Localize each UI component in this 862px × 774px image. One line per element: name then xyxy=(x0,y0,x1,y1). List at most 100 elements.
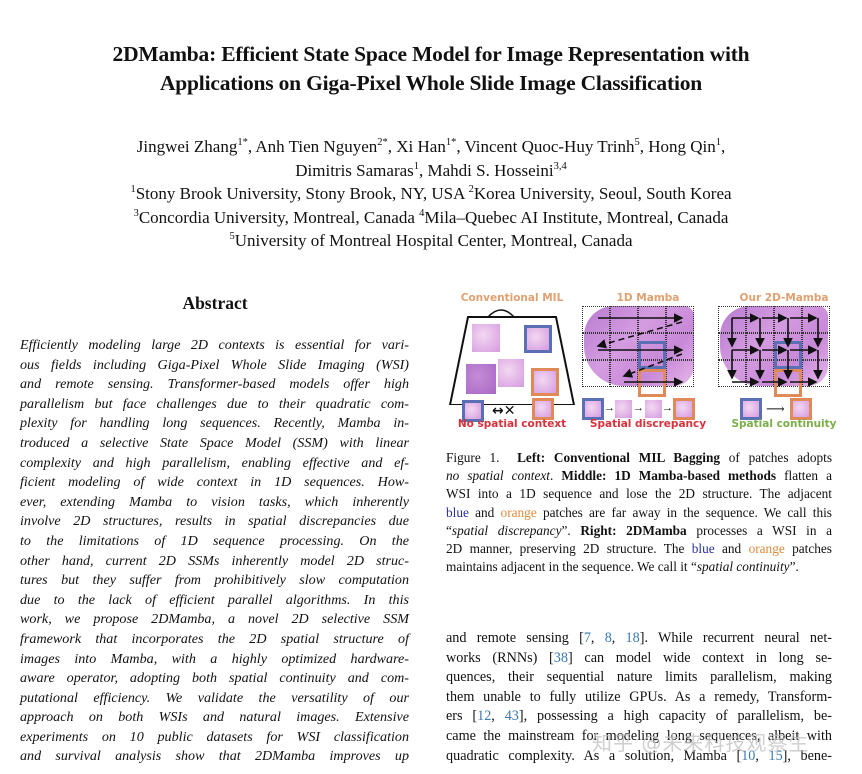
citation-link[interactable]: 38 xyxy=(553,649,568,666)
caption-text: of patches adopts xyxy=(719,450,833,465)
body-line: came the mainstream for modeling long se… xyxy=(446,727,832,744)
abstract-line: involve 2D structures, results in spatia… xyxy=(20,513,409,530)
affiliation-sup: 2 xyxy=(377,137,383,148)
caption-text: and xyxy=(468,504,501,520)
caption-line: “spatial discrepancy”. Right: 2DMamba pr… xyxy=(446,522,832,540)
affiliation: Korea University, Seoul, South Korea xyxy=(473,184,732,203)
abstract-line: tures but they suffer from prohibitively… xyxy=(20,572,409,589)
tissue-patch xyxy=(472,324,500,352)
affiliation-sup: 5 xyxy=(229,231,235,242)
orange-patch xyxy=(531,368,559,396)
affiliation: Stony Brook University, Stony Brook, NY,… xyxy=(135,184,465,203)
affiliation-sup: 1 xyxy=(445,137,452,148)
panel-1d-mamba: 1D Mamba → → → Spatial discrepancy xyxy=(582,292,714,434)
caption-text: processes a WSI in a xyxy=(686,522,833,538)
arrow-icon: → xyxy=(633,402,644,414)
affiliation-sup: 1 xyxy=(237,137,243,148)
author-line-2: Dimitris Samaras1, Mahdi S. Hosseini3,4 xyxy=(295,160,567,180)
blue-patch xyxy=(462,400,484,422)
body-line: quences, their sequential nature limits … xyxy=(446,669,832,686)
affiliation-line-1: 1Stony Brook University, Stony Brook, NY… xyxy=(0,182,862,206)
citation-link[interactable]: 8 xyxy=(604,630,612,646)
affiliation-sup: 1 xyxy=(715,137,721,148)
tissue-patch xyxy=(466,364,496,394)
caption-italic: no spatial context xyxy=(446,468,550,484)
author-name: Anh Tien Nguyen xyxy=(255,137,378,156)
affiliation-line-2: 3Concordia University, Montreal, Canada … xyxy=(0,206,862,230)
abstract-line: and survival analysis show that 2DMamba … xyxy=(20,748,409,765)
citation-link[interactable]: 18 xyxy=(625,630,640,646)
caption-text: flatten a xyxy=(776,468,832,484)
panel-title: 1D Mamba xyxy=(616,292,680,304)
blue-box xyxy=(638,341,666,369)
orange-patch xyxy=(790,398,812,420)
raster-scan-arrows-icon xyxy=(596,313,684,387)
affiliation: Concordia University, Montreal, Canada xyxy=(138,207,415,227)
blue-word: blue xyxy=(446,504,469,520)
watermark: 知乎 @未来科技观察生 xyxy=(592,731,810,755)
caption-line: no spatial context. Middle: 1D Mamba-bas… xyxy=(446,468,832,484)
panel-caption: Spatial continuity xyxy=(731,418,837,430)
caption-text: and xyxy=(714,541,749,557)
abstract-line: ever, extending Mamba to vision tasks, w… xyxy=(20,493,409,510)
affiliation: Mila–Quebec AI Institute, Montreal, Cana… xyxy=(424,207,729,227)
orange-patch xyxy=(673,398,695,420)
author-name: Dimitris Samaras xyxy=(295,160,414,180)
caption-text: ”. xyxy=(561,522,581,538)
caption-line: blue and orange patches are far away in … xyxy=(446,504,832,522)
abstract-line: images into Mamba, with a highly optimiz… xyxy=(20,650,409,667)
figure-1: Conventional MIL ↔✕ No spatial context 1… xyxy=(446,292,852,434)
affiliation-sup: 4 xyxy=(419,207,425,219)
caption-text: patches xyxy=(784,541,832,557)
author-name: Hong Qin xyxy=(648,137,716,156)
citation-link[interactable]: 12 xyxy=(477,708,492,725)
paper-title: 2DMamba: Efficient State Space Model for… xyxy=(0,40,862,98)
tissue-patch xyxy=(645,400,662,418)
caption-text: ”. xyxy=(789,559,799,575)
body-line: quadratic complexity. As a solution, Mam… xyxy=(446,747,833,764)
affiliation-sup: 1 xyxy=(130,184,136,195)
author-name: Vincent Quoc-Huy Trinh xyxy=(464,137,635,156)
abstract-line: other hand, current 2D SSMs inherently m… xyxy=(20,552,409,569)
intro-body: and remote sensing [7, 8, 18]. While rec… xyxy=(446,629,832,766)
abstract-line: framework that incorporates the 2D spati… xyxy=(20,630,409,647)
caption-line: Figure 1. Left: Conventional MIL Bagging… xyxy=(446,449,832,467)
abstract-line: putational efficiency. We validate the v… xyxy=(20,689,409,706)
abstract-line: to the limitations of 1D sequence proces… xyxy=(20,532,409,549)
citation-link[interactable]: 7 xyxy=(583,630,591,646)
body-line: and remote sensing [7, 8, 18]. While rec… xyxy=(446,630,832,646)
caption-line: maintains adjacent in the sequence. We c… xyxy=(446,558,832,576)
arrow-icon: → xyxy=(662,402,673,414)
affiliation-line-3: 5University of Montreal Hospital Center,… xyxy=(0,229,862,253)
citation-link[interactable]: 10 xyxy=(741,747,756,764)
caption-text: patches are far away in the sequence. We… xyxy=(536,504,832,520)
abstract-line: plexity for handling long sequences. Rec… xyxy=(20,415,409,432)
panel-title: Our 2D-Mamba xyxy=(739,292,829,304)
panel-caption: No spatial context xyxy=(457,418,567,430)
title-line-1: 2DMamba: Efficient State Space Model for… xyxy=(112,42,750,66)
author-name: Jingwei Zhang xyxy=(136,137,238,156)
author-name: Mahdi S. Hosseini xyxy=(427,160,554,180)
caption-text: maintains adjacent in the sequence. We c… xyxy=(446,559,697,575)
author-line-1: Jingwei Zhang1*, Anh Tien Nguyen2*, Xi H… xyxy=(136,137,726,156)
blue-word: blue xyxy=(691,541,715,557)
abstract-line: aware operator, adopting both spatial co… xyxy=(20,670,409,687)
caption-line: WSI into a 1D sequence and lose the 2D s… xyxy=(446,486,832,502)
citation-link[interactable]: 43 xyxy=(504,708,519,725)
panel-conventional-mil: Conventional MIL ↔✕ No spatial context xyxy=(446,292,578,434)
equal-contrib-mark: * xyxy=(382,137,388,148)
figure-label: Figure 1. xyxy=(446,450,500,465)
abstract-body: Efficiently modeling large 2D contexts i… xyxy=(20,336,409,767)
abstract-line: experiments on 10 public datasets for WS… xyxy=(20,728,409,745)
orange-box xyxy=(638,369,666,397)
tissue-patch xyxy=(615,400,632,418)
x-arrow-icon: ↔✕ xyxy=(492,403,516,419)
figure-caption: Figure 1. Left: Conventional MIL Bagging… xyxy=(446,449,832,576)
affiliation-sup: 5 xyxy=(634,137,640,148)
blue-patch xyxy=(582,398,604,420)
equal-contrib-mark: * xyxy=(242,137,248,148)
abstract-line: and remote sensing. Transformer-based mo… xyxy=(20,376,409,393)
citation-link[interactable]: 15 xyxy=(768,747,783,764)
body-line: them unable to fully utilize GPUs. As a … xyxy=(446,688,832,705)
arrow-icon: ⟶ xyxy=(766,401,785,416)
